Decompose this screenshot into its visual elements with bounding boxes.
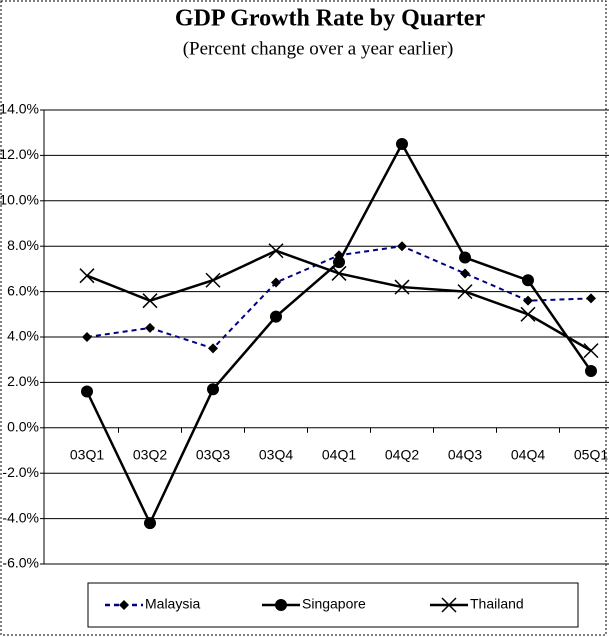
- marker-x: [441, 597, 457, 613]
- x-tick-label: 04Q2: [385, 447, 419, 463]
- legend-label: Thailand: [470, 596, 524, 612]
- marker-x: [457, 284, 473, 300]
- y-tick-label: 0.0%: [7, 419, 39, 435]
- marker-diamond: [271, 277, 281, 288]
- marker-x: [331, 265, 347, 281]
- chart-subtitle: (Percent change over a year earlier): [183, 38, 454, 59]
- marker-circle: [459, 251, 471, 264]
- marker-diamond: [119, 600, 129, 610]
- marker-circle: [144, 517, 156, 530]
- x-tick-label: 04Q4: [511, 447, 545, 463]
- marker-circle: [585, 365, 597, 378]
- marker-x: [583, 343, 599, 359]
- y-tick-label: 10.0%: [0, 192, 39, 208]
- x-tick-label: 03Q1: [70, 447, 104, 463]
- marker-circle: [396, 138, 408, 151]
- marker-x: [142, 293, 158, 309]
- marker-diamond: [208, 343, 218, 354]
- x-tick-label: 05Q1: [574, 447, 608, 463]
- y-tick-label: -6.0%: [2, 555, 39, 571]
- marker-x: [268, 243, 284, 259]
- marker-circle: [333, 256, 345, 269]
- legend-box: [87, 582, 579, 628]
- y-tick-label: 2.0%: [7, 373, 39, 389]
- chart-title: GDP Growth Rate by Quarter: [175, 6, 486, 32]
- marker-circle: [270, 310, 282, 323]
- x-tick-label: 03Q4: [259, 447, 293, 463]
- marker-diamond: [145, 322, 155, 333]
- legend-label: Singapore: [302, 596, 366, 612]
- marker-diamond: [586, 293, 596, 304]
- marker-diamond: [82, 332, 92, 342]
- marker-x: [394, 279, 410, 295]
- marker-diamond: [523, 295, 533, 306]
- marker-diamond: [460, 268, 470, 279]
- marker-x: [205, 272, 221, 288]
- legend-label: Malaysia: [145, 596, 200, 612]
- y-tick-label: 6.0%: [7, 282, 39, 298]
- x-tick-label: 04Q1: [322, 447, 356, 463]
- marker-circle: [275, 599, 287, 611]
- y-tick-label: -2.0%: [2, 464, 39, 480]
- x-tick-label: 04Q3: [448, 447, 482, 463]
- marker-x: [520, 306, 536, 322]
- x-tick-label: 03Q3: [196, 447, 230, 463]
- y-tick-label: 8.0%: [7, 237, 39, 253]
- marker-circle: [81, 385, 93, 398]
- marker-circle: [522, 274, 534, 287]
- y-tick-label: 4.0%: [7, 328, 39, 344]
- marker-diamond: [397, 241, 407, 252]
- y-tick-label: 12.0%: [0, 146, 39, 162]
- x-tick-label: 03Q2: [133, 447, 167, 463]
- y-tick-label: -4.0%: [2, 509, 39, 525]
- marker-circle: [207, 383, 219, 396]
- y-tick-label: 14.0%: [0, 101, 39, 117]
- marker-x: [79, 268, 95, 284]
